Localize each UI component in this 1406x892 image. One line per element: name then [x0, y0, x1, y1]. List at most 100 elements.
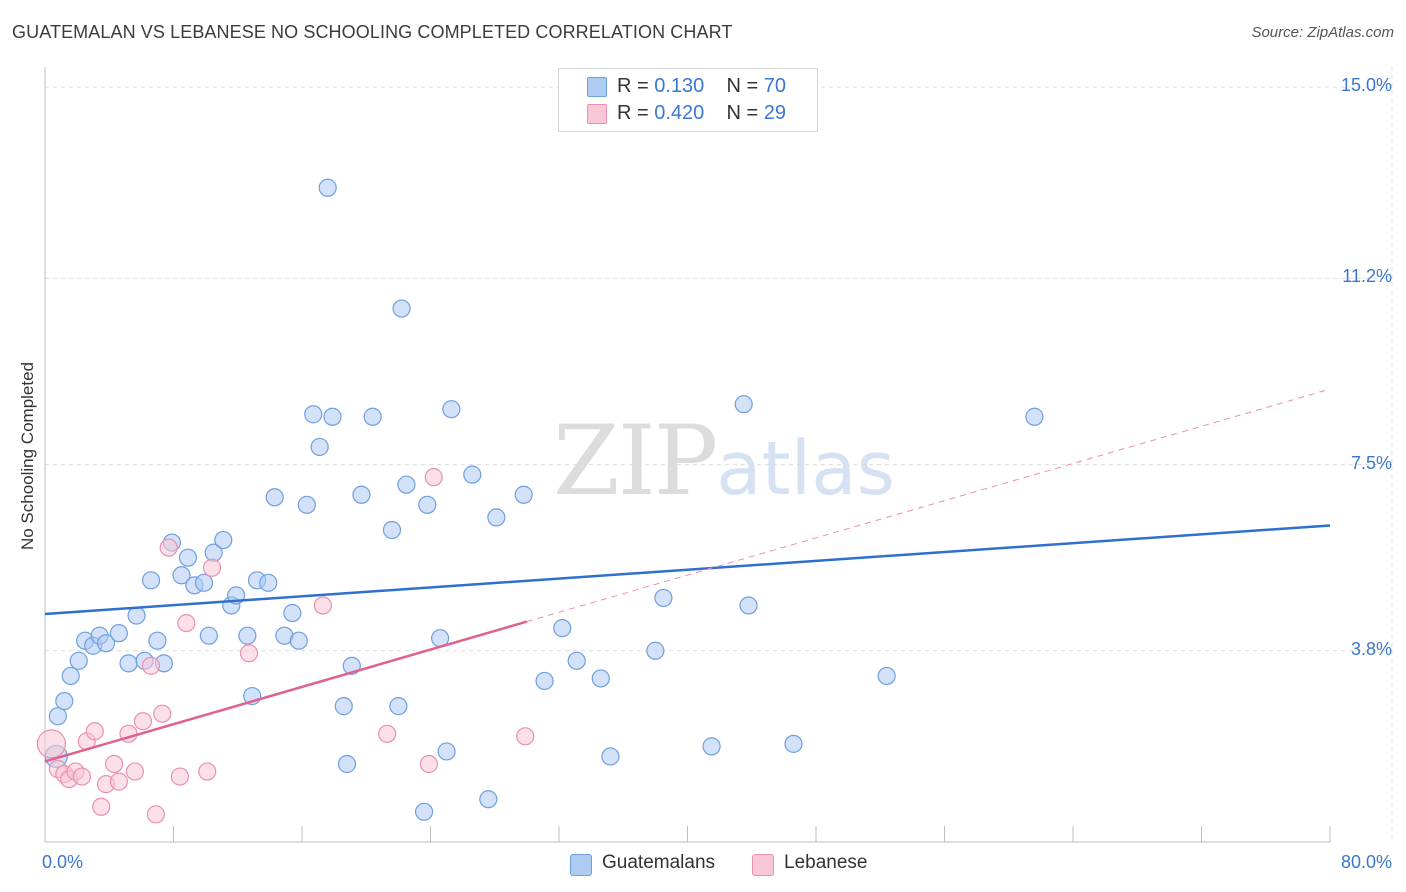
watermark: ZIPatlas: [553, 405, 895, 517]
guatemalans-point: [178, 548, 198, 567]
guatemalans-point: [141, 571, 161, 590]
guatemalans-point: [567, 651, 586, 670]
legend-swatch-lebanese: [587, 104, 607, 124]
guatemalans-point: [310, 437, 329, 457]
x-tick-label-min: 0.0%: [42, 852, 84, 872]
guatemalans-point: [297, 495, 316, 514]
lebanese-point: [424, 468, 443, 487]
guatemalans-point: [304, 405, 323, 424]
chart-title: GUATEMALAN VS LEBANESE NO SCHOOLING COMP…: [12, 22, 733, 42]
guatemalans-point: [389, 697, 408, 716]
legend-r-label: R =: [617, 75, 655, 97]
guatemalans-point: [479, 790, 498, 809]
lebanese-point: [104, 754, 124, 774]
guatemalans-point: [334, 697, 353, 716]
lebanese-trend-extension: [526, 388, 1331, 623]
guatemalans-point: [1025, 407, 1044, 426]
guatemalans-point: [437, 742, 456, 761]
guatemalans-point: [487, 508, 506, 527]
guatemalans-point: [363, 407, 382, 426]
y-axis-label: No Schooling Completed: [18, 361, 37, 551]
guatemalans-point: [238, 626, 257, 645]
bottom-legend-swatch-guatemalans: [570, 854, 592, 876]
y-tick-label: 3.8%: [1350, 638, 1392, 659]
guatemalans-point: [734, 395, 753, 414]
legend-n-value: 70: [763, 75, 787, 97]
lebanese-point: [177, 613, 196, 633]
guatemalans-point: [601, 747, 620, 766]
bottom-legend-label-lebanese: Lebanese: [784, 852, 868, 873]
lebanese-point: [378, 724, 397, 743]
lebanese-point: [153, 704, 172, 723]
lebanese-point: [313, 596, 332, 615]
lebanese-point: [85, 722, 104, 741]
source-label: Source: ZipAtlas.com: [1251, 24, 1394, 41]
legend-n-label: N =: [726, 102, 764, 124]
guatemalans-point: [214, 530, 233, 550]
legend-n-label: N =: [726, 75, 764, 97]
legend-r-value: 0.420: [654, 102, 705, 124]
bottom-legend: Guatemalans Lebanese: [0, 852, 1406, 878]
guatemalans-point: [61, 666, 80, 686]
watermark-zip: ZIP: [553, 405, 718, 517]
guatemalans-point: [69, 651, 88, 670]
bottom-legend-label-guatemalans: Guatemalans: [602, 852, 716, 873]
legend: R = 0.130 N = 70 R = 0.420 N = 29: [558, 68, 818, 132]
legend-text: R = 0.420 N = 29: [617, 102, 786, 125]
lebanese-point: [419, 754, 438, 774]
guatemalans-point: [48, 707, 67, 726]
guatemalans-point: [289, 631, 308, 650]
axes: [44, 67, 1331, 843]
bottom-legend-swatch-lebanese: [752, 854, 774, 876]
guatemalans-point: [442, 400, 461, 419]
guatemalans-point: [194, 573, 214, 592]
legend-swatch-guatemalans: [587, 77, 607, 97]
guatemalans-point: [702, 737, 721, 756]
guatemalans-point: [591, 669, 610, 688]
guatemalans-point: [535, 671, 554, 691]
lebanese-point: [202, 558, 222, 577]
y-tick-label: 11.2%: [1342, 266, 1392, 287]
trend-lines: [44, 388, 1331, 763]
guatemalans-point: [418, 495, 437, 514]
guatemalans-point: [127, 606, 146, 625]
lebanese-point: [109, 772, 128, 791]
lebanese-point: [36, 729, 67, 759]
lebanese-point: [198, 762, 217, 781]
guatemalans-point: [283, 603, 302, 623]
guatemalans-point: [337, 754, 357, 774]
y-tick-label: 15.0%: [1340, 75, 1392, 96]
guatemalans-point: [172, 566, 191, 585]
guatemalans-point: [199, 626, 218, 645]
guatemalans-point: [382, 520, 402, 540]
guatemalans-trend-line: [44, 524, 1331, 616]
guatemalans-point: [397, 475, 416, 494]
legend-text: R = 0.130 N = 70: [617, 75, 786, 98]
guatemalans-points: [44, 178, 1044, 821]
guatemalans-point: [646, 641, 665, 660]
watermark-atlas: atlas: [716, 426, 896, 512]
guatemalans-point: [119, 654, 138, 673]
guatemalans-point: [463, 465, 482, 484]
guatemalans-point: [352, 485, 371, 504]
lebanese-point: [133, 712, 153, 731]
guatemalans-point: [553, 619, 572, 638]
grid-lines: [45, 67, 1393, 842]
x-tick-label-max: 80.0%: [1340, 852, 1392, 872]
legend-r-label: R =: [617, 102, 655, 124]
guatemalans-point: [318, 178, 337, 197]
guatemalans-point: [414, 802, 434, 821]
guatemalans-point: [392, 299, 411, 318]
guatemalans-point: [109, 624, 128, 643]
legend-n-value: 29: [763, 102, 787, 124]
guatemalans-point: [148, 631, 167, 650]
guatemalans-point: [96, 634, 116, 653]
y-tick-label: 7.5%: [1350, 452, 1392, 473]
lebanese-point: [141, 656, 161, 675]
legend-r-value: 0.130: [654, 75, 705, 97]
guatemalans-point: [259, 573, 278, 592]
guatemalans-point: [877, 666, 896, 686]
guatemalans-point: [323, 407, 342, 426]
guatemalans-point: [784, 734, 803, 753]
lebanese-point: [146, 805, 165, 824]
